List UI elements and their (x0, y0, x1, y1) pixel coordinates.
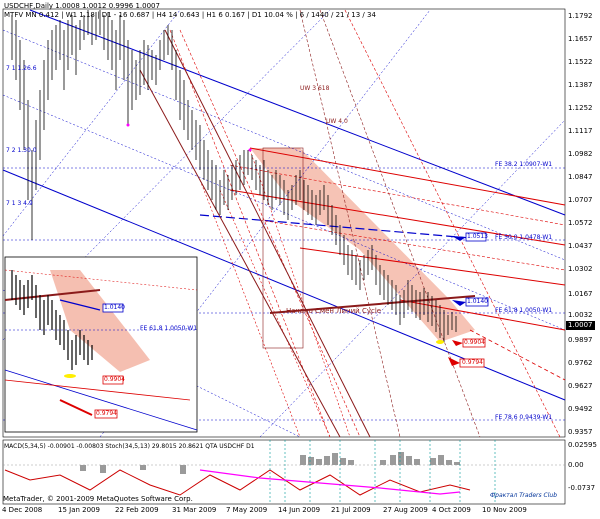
inset-label-0-9904: 0.9904 (104, 376, 125, 383)
red-diag-2 (179, 29, 361, 438)
arrow-0-9904 (452, 340, 463, 346)
red-diag-1 (169, 29, 331, 438)
main-frame (2, 8, 566, 438)
date-tick: 14 Jun 2009 (278, 506, 321, 514)
price-tick: 1.0572 (568, 219, 593, 227)
brown-diag-2 (319, 9, 481, 438)
inset-label-0-9794: 0.9794 (96, 410, 117, 417)
indicator-title: MACD(5,34,5) -0.00901 -0.00803 Stoch(34,… (4, 443, 255, 450)
inset-label-1-0140: 1.0140 (104, 304, 125, 311)
price-tick: 0.9762 (568, 359, 593, 367)
diag-label-2: 7 2 1.30.0 (6, 147, 37, 154)
pink-zone-main (250, 148, 475, 342)
date-tick: 31 Mar 2009 (172, 506, 217, 514)
fe500-label: FE 50.0 1.0478-W1 (495, 234, 553, 241)
price-tick: 1.0032 (568, 311, 593, 319)
blue-dotted-1 (2, 29, 566, 261)
mtf-header: MTFV MN 0.412 | W1 1.18 | D1 - 16 0.687 … (4, 11, 376, 19)
uw-label-2: UW 4 0 (326, 118, 348, 125)
blue-channel-upper (29, 9, 566, 216)
red-dash-1 (229, 164, 566, 226)
cycle-box (262, 147, 304, 349)
red-diag-6 (249, 149, 351, 438)
club-logo-text: Фрактал Traders Club (490, 492, 557, 499)
fe618-label: FE 61.8 1.0050-W1 (495, 307, 553, 314)
price-tick: 0.9897 (568, 336, 593, 344)
blue-dash-line (199, 214, 471, 239)
yellow-dot (436, 340, 444, 344)
fe786-label: FE 78.6 0.9439-W1 (495, 414, 553, 421)
price-tick: 0.9357 (568, 428, 593, 436)
label-0-9904: 0.9904 (464, 339, 485, 346)
arrow-1-0513 (452, 236, 466, 241)
magenta-dot-1 (126, 123, 130, 127)
red-diag-4 (199, 179, 301, 438)
candlesticks (11, 10, 457, 342)
price-tick: 1.1252 (568, 104, 593, 112)
price-tick: 0.9492 (568, 405, 593, 413)
brown-thick-line (269, 295, 476, 314)
cycle-label: Начало Смен Линий Cycle (286, 307, 382, 315)
price-tick: 1.0982 (568, 150, 593, 158)
red-line-1 (249, 147, 566, 206)
price-tick: 1.0167 (568, 290, 593, 298)
date-tick: 7 May 2009 (226, 506, 268, 514)
magenta-dot-2 (248, 148, 252, 152)
red-dash-2 (259, 219, 566, 271)
date-tick: 4 Oct 2009 (432, 506, 471, 514)
price-tick: 1.0707 (568, 196, 593, 204)
date-tick: 21 Jul 2009 (331, 506, 371, 514)
price-tick: 0.9627 (568, 382, 593, 390)
indicator-tick: 0.02595 (568, 441, 597, 449)
red-line-4 (399, 299, 566, 331)
brown-solid-2 (164, 29, 371, 438)
indicator-tick: -0.0737 (568, 484, 596, 492)
red-dash-3 (469, 329, 566, 381)
diag-label-3: 7 1 3 4.9 (6, 200, 33, 207)
brown-solid-1 (139, 69, 341, 438)
inset-fe618-label: FE 61.8 1.0050-W1 (140, 325, 198, 332)
indicator-panel (3, 440, 565, 504)
label-1-0140: 1.0140 (467, 298, 488, 305)
price-tick: 1.0437 (568, 242, 593, 250)
indicator-frame (2, 439, 566, 505)
price-tick: 1.0302 (568, 265, 593, 273)
arrow-0-9794 (448, 357, 460, 366)
symbol-header: USDCHF,Daily 1.0008 1.0012 0.9996 1.0007 (4, 2, 160, 10)
price-tick: 1.1657 (568, 35, 593, 43)
copyright-text: MetaTrader, © 2001-2009 MetaQuotes Softw… (3, 495, 193, 503)
brown-diag-1 (299, 9, 401, 438)
price-tick: 1.1117 (568, 127, 593, 135)
arrow-1-0140 (452, 300, 466, 306)
price-tick: 1.1792 (568, 12, 593, 20)
price-tick: 1.0847 (568, 173, 593, 181)
label-1-0513: 1.0513 (467, 233, 488, 240)
date-tick: 22 Feb 2009 (115, 506, 159, 514)
date-tick: 10 Nov 2009 (482, 506, 527, 514)
diag-label-1: 7 1 1.26.6 (6, 65, 37, 72)
fe382-label: FE 38.2 1.0907-W1 (495, 161, 553, 168)
date-tick: 4 Dec 2008 (2, 506, 43, 514)
red-diag-3 (344, 9, 561, 438)
price-tick: 1.1387 (568, 81, 593, 89)
label-0-9794: 0.9794 (462, 359, 483, 366)
current-price-marker: 1.0007 (566, 321, 595, 330)
red-diag-5 (219, 189, 331, 438)
inset-chart (4, 256, 198, 433)
date-tick: 15 Jan 2009 (58, 506, 100, 514)
price-tick: 1.1522 (568, 58, 593, 66)
indicator-tick: 0.00 (568, 461, 584, 469)
date-tick: 27 Aug 2009 (383, 506, 428, 514)
uw-label-1: UW 3 618 (300, 85, 330, 92)
